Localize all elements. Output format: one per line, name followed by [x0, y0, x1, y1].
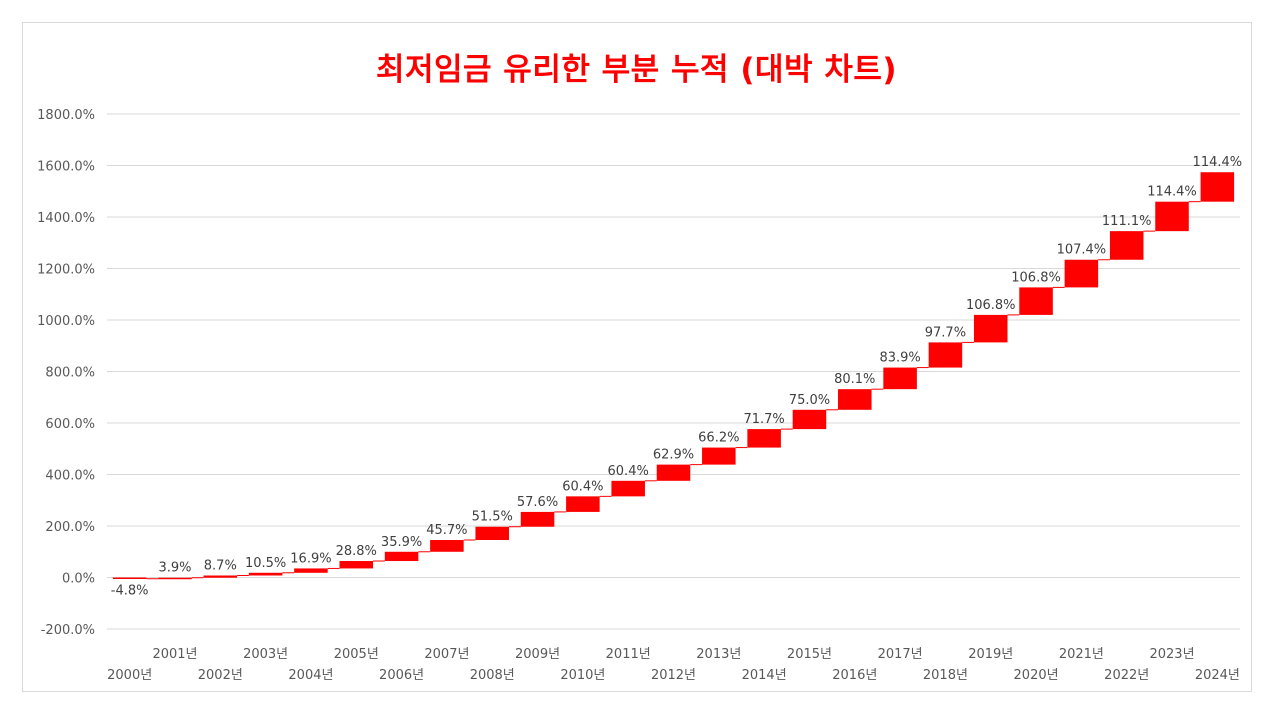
x-category-label: 2024년: [1195, 668, 1240, 683]
data-label: 107.4%: [1057, 243, 1107, 258]
waterfall-bar: [520, 511, 555, 527]
data-label: 8.7%: [204, 558, 237, 573]
data-label: 106.8%: [1011, 270, 1061, 285]
waterfall-bar: [430, 540, 464, 552]
waterfall-bar: [747, 429, 781, 448]
data-label: 71.7%: [743, 412, 784, 427]
data-label: 35.9%: [381, 535, 422, 550]
x-category-label: 2002년: [198, 668, 243, 683]
data-label: 57.6%: [517, 495, 558, 510]
data-label: 51.5%: [472, 510, 513, 525]
data-label: 28.8%: [336, 544, 377, 559]
chart-frame: [22, 22, 1252, 692]
data-label: 97.7%: [925, 325, 966, 340]
x-category-label: 2020년: [1014, 668, 1059, 683]
data-label: 111.1%: [1102, 214, 1152, 229]
waterfall-bar: [1109, 231, 1144, 260]
x-category-label: 2013년: [696, 647, 741, 662]
x-category-label: 2000년: [107, 668, 152, 683]
waterfall-bar: [611, 480, 645, 497]
y-tick-label: 600.0%: [45, 417, 95, 432]
x-category-label: 2016년: [832, 668, 877, 683]
data-label: 66.2%: [698, 431, 739, 446]
waterfall-bar: [248, 572, 283, 576]
x-category-label: 2021년: [1059, 647, 1104, 662]
y-tick-label: 400.0%: [45, 469, 95, 484]
x-category-label: 2001년: [152, 647, 197, 662]
data-label: 3.9%: [158, 561, 191, 576]
y-tick-label: 200.0%: [45, 520, 95, 535]
waterfall-bar: [973, 314, 1008, 343]
x-category-label: 2006년: [379, 668, 424, 683]
x-category-label: 2017년: [878, 647, 923, 662]
waterfall-bar: [203, 575, 238, 578]
waterfall-bar: [475, 526, 509, 541]
waterfall-bar: [1155, 201, 1189, 232]
y-tick-label: 1600.0%: [37, 160, 95, 175]
x-category-label: 2019년: [968, 647, 1013, 662]
waterfall-bar: [294, 568, 328, 573]
x-category-label: 2008년: [470, 668, 515, 683]
waterfall-bar: [656, 464, 691, 481]
data-label: 60.4%: [608, 464, 649, 479]
data-label: 106.8%: [966, 298, 1016, 313]
waterfall-bar: [384, 551, 419, 562]
data-label: 60.4%: [562, 479, 603, 494]
data-label: 10.5%: [245, 556, 286, 571]
y-tick-label: 1200.0%: [37, 263, 95, 278]
x-category-label: 2022년: [1104, 668, 1149, 683]
y-tick-label: -200.0%: [41, 623, 95, 638]
x-category-label: 2005년: [334, 647, 379, 662]
x-category-label: 2010년: [560, 668, 605, 683]
chart-title: 최저임금 유리한 부분 누적 (대박 차트): [375, 52, 898, 88]
x-category-label: 2003년: [243, 647, 288, 662]
data-label: 114.4%: [1147, 185, 1197, 200]
waterfall-bar: [928, 342, 963, 368]
data-label: -4.8%: [111, 584, 149, 599]
waterfall-bar: [158, 577, 192, 580]
data-label: 83.9%: [879, 351, 920, 366]
x-category-label: 2012년: [651, 668, 696, 683]
y-tick-label: 800.0%: [45, 366, 95, 381]
data-label: 16.9%: [290, 551, 331, 566]
x-category-label: 2007년: [424, 647, 469, 662]
y-tick-label: 1000.0%: [37, 314, 95, 329]
waterfall-bar: [112, 577, 147, 579]
x-category-label: 2004년: [288, 668, 333, 683]
data-label: 62.9%: [653, 448, 694, 463]
waterfall-bar: [838, 389, 872, 410]
x-category-label: 2011년: [606, 647, 651, 662]
x-category-label: 2023년: [1149, 647, 1194, 662]
data-label: 75.0%: [789, 393, 830, 408]
waterfall-bar: [702, 447, 736, 465]
y-tick-label: 1800.0%: [37, 108, 95, 123]
waterfall-bar: [883, 367, 917, 390]
x-category-label: 2009년: [515, 647, 560, 662]
data-label: 80.1%: [834, 372, 875, 387]
waterfall-bar: [1064, 259, 1099, 288]
data-label: 114.4%: [1193, 155, 1243, 170]
waterfall-bar: [1200, 172, 1235, 202]
waterfall-bar: [566, 496, 600, 512]
x-category-label: 2015년: [787, 647, 832, 662]
x-category-label: 2018년: [923, 668, 968, 683]
x-category-label: 2014년: [742, 668, 787, 683]
waterfall-bar: [1019, 287, 1053, 315]
y-tick-label: 1400.0%: [37, 211, 95, 226]
data-label: 45.7%: [426, 523, 467, 538]
waterfall-bar: [339, 561, 374, 569]
y-tick-label: 0.0%: [62, 572, 95, 587]
waterfall-bar: [792, 409, 827, 430]
